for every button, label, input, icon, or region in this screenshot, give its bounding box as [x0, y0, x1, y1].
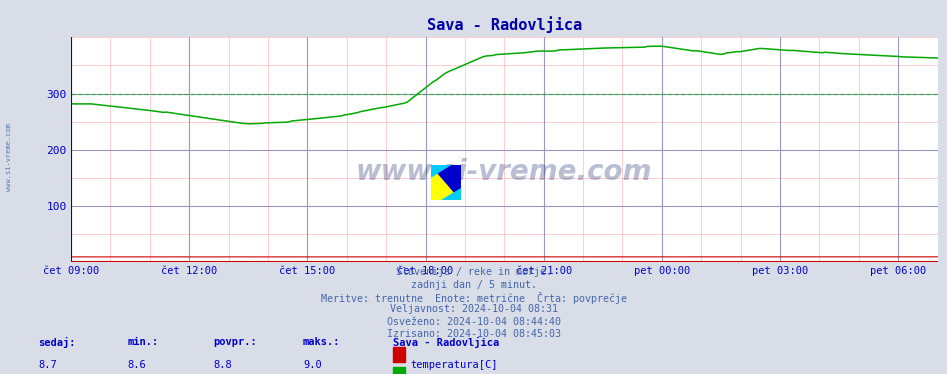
Text: Slovenija / reke in morje.: Slovenija / reke in morje. — [396, 267, 551, 278]
Text: Meritve: trenutne  Enote: metrične  Črta: povprečje: Meritve: trenutne Enote: metrične Črta: … — [320, 292, 627, 304]
Polygon shape — [431, 165, 461, 200]
Text: www.si-vreme.com: www.si-vreme.com — [7, 123, 12, 191]
Text: 8.8: 8.8 — [213, 360, 232, 370]
Text: 8.6: 8.6 — [128, 360, 147, 370]
Text: temperatura[C]: temperatura[C] — [410, 360, 497, 370]
Text: Veljavnost: 2024-10-04 08:31: Veljavnost: 2024-10-04 08:31 — [389, 304, 558, 315]
Text: 9.0: 9.0 — [303, 360, 322, 370]
Polygon shape — [441, 188, 461, 200]
Text: min.:: min.: — [128, 337, 159, 347]
Text: Izrisano: 2024-10-04 08:45:03: Izrisano: 2024-10-04 08:45:03 — [386, 329, 561, 339]
Text: zadnji dan / 5 minut.: zadnji dan / 5 minut. — [410, 280, 537, 290]
Polygon shape — [431, 165, 451, 177]
Text: 8.7: 8.7 — [38, 360, 57, 370]
Text: povpr.:: povpr.: — [213, 337, 257, 347]
Title: Sava - Radovljica: Sava - Radovljica — [427, 16, 581, 33]
Text: sedaj:: sedaj: — [38, 337, 76, 348]
Text: Sava - Radovljica: Sava - Radovljica — [393, 337, 499, 348]
Text: Osveženo: 2024-10-04 08:44:40: Osveženo: 2024-10-04 08:44:40 — [386, 317, 561, 327]
Polygon shape — [431, 165, 461, 200]
Text: www.si-vreme.com: www.si-vreme.com — [356, 158, 652, 186]
Text: maks.:: maks.: — [303, 337, 341, 347]
